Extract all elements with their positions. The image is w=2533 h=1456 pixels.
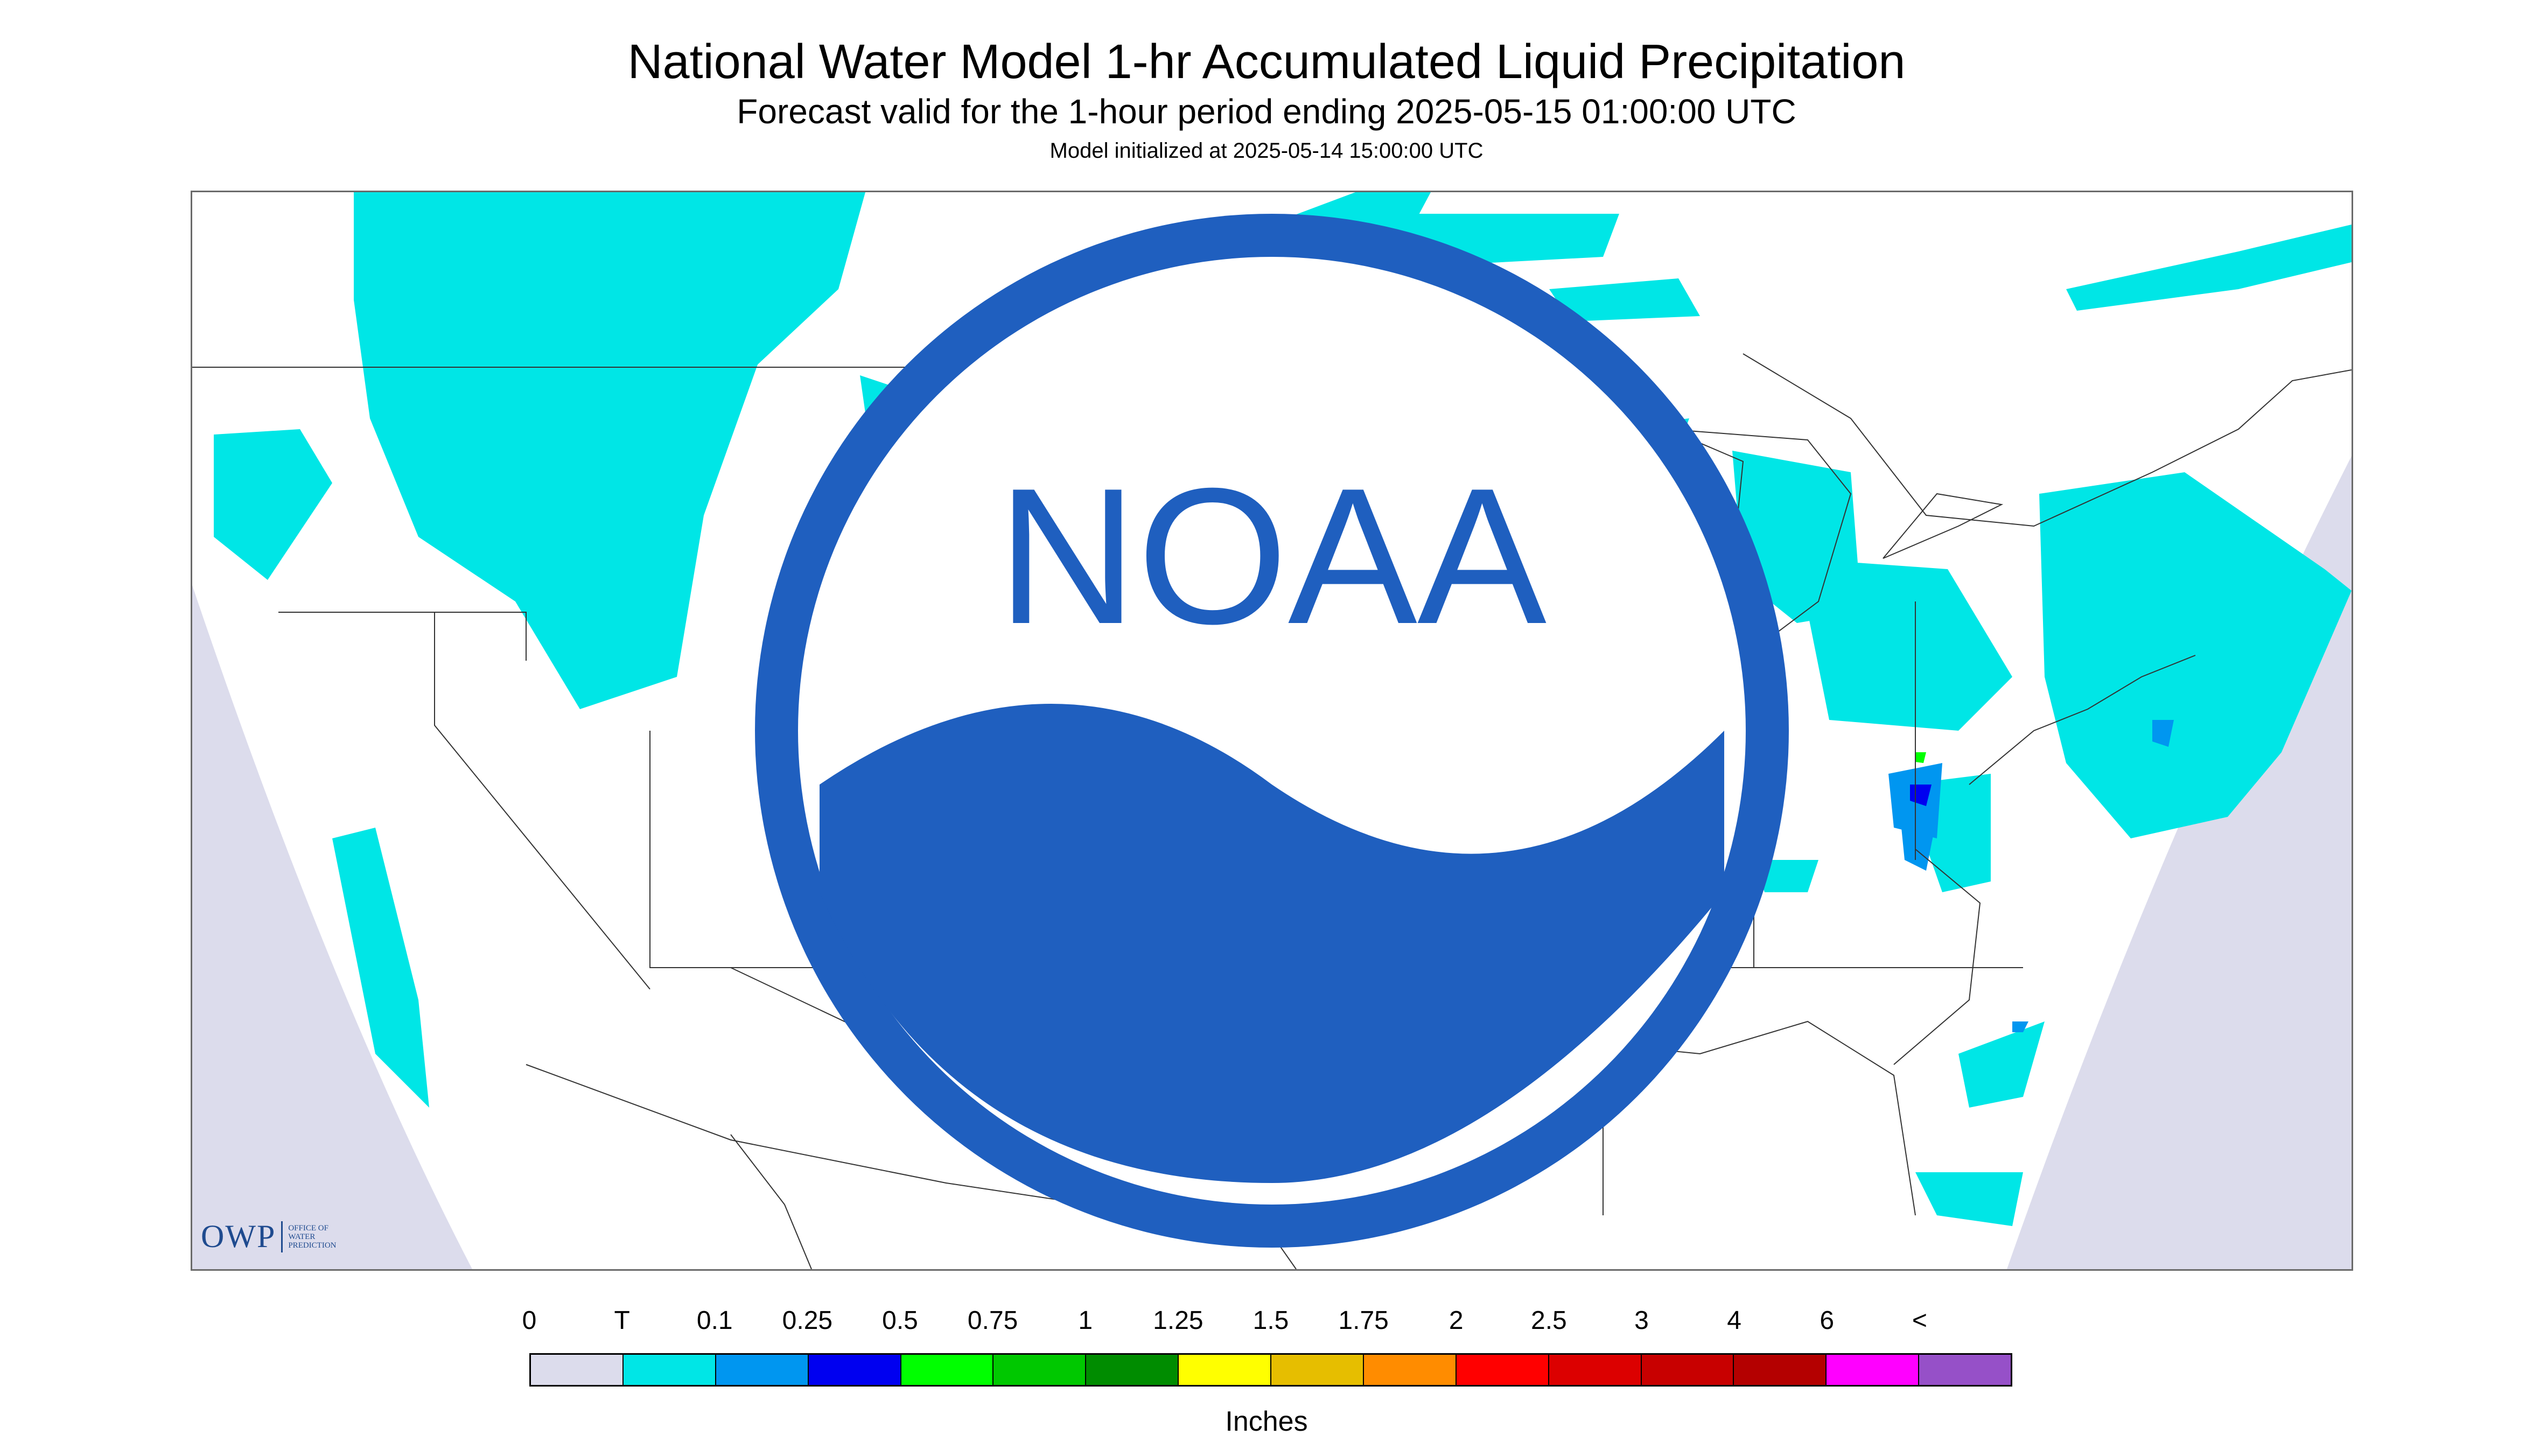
precip-cell-north-carolina: [1899, 806, 1937, 871]
legend-swatch: [1179, 1355, 1271, 1385]
california-nevada-line: [434, 612, 650, 990]
legend-label: 2.5: [1531, 1306, 1567, 1335]
precip-area-quebec: [2066, 225, 2352, 311]
legend-swatch: [901, 1355, 994, 1385]
legend-swatch: [993, 1355, 1087, 1385]
legend-color-bar: [529, 1353, 2012, 1387]
legend-swatch: [1549, 1355, 1642, 1385]
legend-label: 1.5: [1252, 1306, 1289, 1335]
precip-area-ohio: [1797, 558, 2012, 731]
oregon-nevada-line: [278, 612, 527, 661]
legend-label: 0.1: [696, 1306, 733, 1335]
legend-label: 1.25: [1153, 1306, 1203, 1335]
map-subtitle: Forecast valid for the 1-hour period end…: [737, 92, 1796, 131]
great-lakes-outline: [1667, 429, 1852, 635]
precipitation-map[interactable]: OWP OFFICE OF WATER PREDICTION NOAA: [191, 191, 2353, 1271]
precip-cell-offshore: [2012, 1021, 2028, 1032]
owp-mark: OWP: [201, 1219, 276, 1254]
legend-label: 0.25: [782, 1306, 833, 1335]
map-title: National Water Model 1-hr Accumulated Li…: [627, 35, 1906, 89]
precip-area-northwest: [354, 192, 865, 709]
precip-area-pacific: [332, 828, 429, 1108]
legend-swatch: [1641, 1355, 1734, 1385]
legend-swatch: [1086, 1355, 1179, 1385]
atlantic-coast-mid: [1969, 655, 2196, 785]
precip-area-ontario: [1549, 278, 1700, 321]
legend-labels: 0 T 0.1 0.25 0.5 0.75 1 1.25 1.5 1.75 2 2.5 3 4 6 <: [0, 1306, 2533, 1343]
model-init-line: Model initialized at 2025-05-14 15:00:00…: [1049, 139, 1484, 163]
legend-label: 4: [1727, 1306, 1741, 1335]
legend-swatch: [716, 1355, 809, 1385]
legend-swatch: [808, 1355, 901, 1385]
legend-swatch: [1734, 1355, 1827, 1385]
legend-label: 0.5: [882, 1306, 918, 1335]
legend-label: 0: [522, 1306, 537, 1335]
precip-area-caribbean: [1915, 1172, 2023, 1226]
legend-swatch: [1827, 1355, 1920, 1385]
legend-label: 2: [1449, 1306, 1464, 1335]
legend-label: 1: [1078, 1306, 1093, 1335]
legend-label: 6: [1820, 1306, 1835, 1335]
legend-label: 0.75: [967, 1306, 1018, 1335]
atlantic-coast-south: [1893, 849, 1981, 1065]
precip-peak-virginia: [1915, 752, 1926, 763]
legend-swatch: [1456, 1355, 1549, 1385]
legend-swatch: [623, 1355, 716, 1385]
legend-label: 1.75: [1338, 1306, 1389, 1335]
owp-separator: [281, 1221, 283, 1252]
legend-swatch: [1271, 1355, 1364, 1385]
outside-domain-west: [192, 585, 472, 1269]
svg-text:NOAA: NOAA: [997, 448, 1548, 664]
legend-label: 3: [1634, 1306, 1649, 1335]
legend-swatch: [1919, 1355, 2011, 1385]
owp-logo: OWP OFFICE OF WATER PREDICTION: [201, 1218, 337, 1255]
us-canada-border-east: [1743, 353, 2352, 527]
precip-area-pacific-northwest: [214, 429, 332, 580]
legend-label: T: [614, 1306, 630, 1335]
legend-label: <: [1912, 1306, 1927, 1335]
precip-cell-atlantic: [2152, 720, 2174, 747]
legend-units: Inches: [1225, 1406, 1308, 1437]
lake-erie-ontario: [1883, 493, 2004, 559]
baja-coast: [730, 1134, 812, 1269]
legend-swatch: [1363, 1355, 1457, 1385]
noaa-logo-icon: NOAA: [755, 214, 1789, 1248]
owp-office-text: OFFICE OF WATER PREDICTION: [288, 1223, 337, 1250]
precip-area-atlantic: [1958, 1021, 2045, 1108]
legend-swatch: [531, 1355, 624, 1385]
